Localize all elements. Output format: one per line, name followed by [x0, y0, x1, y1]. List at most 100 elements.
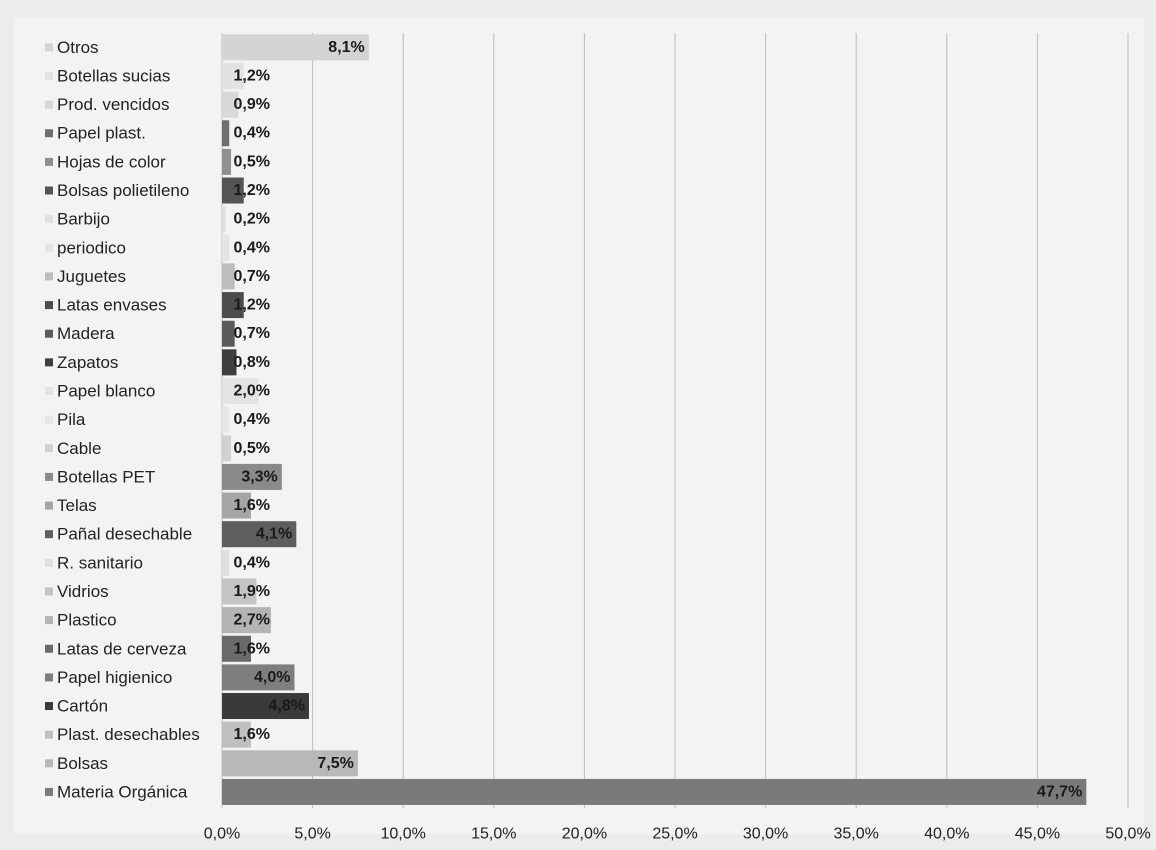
bar-hojas-de-color	[222, 148, 232, 175]
value-label-papel-blanco: 2,0%	[234, 383, 270, 400]
bar-papel-blanco	[222, 378, 259, 404]
legend-marker-barbijo	[45, 215, 53, 224]
legend-marker-telas	[45, 501, 53, 510]
value-label-bolsas-polietileno: 1,2%	[234, 182, 270, 199]
category-label-panal-desechable: Pañal desechable	[57, 525, 192, 544]
x-tick-label-3: 15,0%	[471, 826, 516, 843]
x-tick-label-2: 10,0%	[381, 826, 426, 843]
legend-marker-bolsas	[45, 759, 53, 768]
legend-marker-zapatos	[45, 358, 53, 367]
bar-zapatos	[222, 349, 237, 376]
bar-panal-desechable	[222, 521, 297, 548]
legend-marker-periodico	[45, 243, 53, 252]
x-axis: 0,0% 5,0% 10,0% 15,0% 20,0% 25,0% 30,0% 35,0% 40…	[204, 826, 1151, 843]
value-label-plastico: 2,7%	[234, 612, 270, 629]
bar-plast-desechables	[222, 721, 251, 748]
bar-barbijo	[222, 206, 226, 233]
category-label-papel-plast: Papel plast.	[57, 124, 146, 143]
x-tick-label-7: 35,0%	[834, 826, 879, 843]
bar-materia-organica	[222, 778, 1087, 805]
x-tick-label-5: 25,0%	[652, 826, 697, 843]
value-label-materia-organica: 47,7%	[1037, 783, 1082, 800]
value-label-latas-de-cerveza: 1,6%	[234, 640, 270, 657]
legend-marker-r-sanitario	[45, 558, 53, 567]
bar-papel-higienico	[222, 664, 295, 691]
bar-madera	[222, 320, 235, 347]
value-label-botellas-pet: 3,3%	[241, 468, 277, 485]
legend-marker-plast-desechables	[45, 730, 53, 739]
legend-marker-latas-de-cerveza	[45, 644, 53, 653]
x-tick-label-9: 45,0%	[1015, 826, 1060, 843]
legend-marker-panal-desechable	[45, 530, 53, 539]
value-label-cable: 0,5%	[234, 440, 270, 457]
legend-marker-latas-envases	[45, 301, 53, 310]
category-legend: Otros Botellas sucias Prod. vencidos Papel …	[45, 38, 200, 801]
bar-bolsas	[222, 750, 358, 777]
data-labels: 8,1% 1,2% 0,9% 0,4% 0,5% 1,2% 0,2% 0,4% 0,7% 1,2%…	[234, 39, 1083, 801]
legend-marker-botellas-pet	[45, 472, 53, 481]
value-label-zapatos: 0,8%	[234, 354, 270, 371]
category-label-botellas-pet: Botellas PET	[57, 467, 155, 486]
category-label-latas-envases: Latas envases	[57, 296, 167, 315]
bar-botellas-pet	[222, 463, 282, 490]
plot-panel	[14, 18, 1144, 834]
legend-marker-vidrios	[45, 587, 53, 596]
legend-marker-cable	[45, 444, 53, 453]
bar-otros	[222, 34, 369, 61]
bar-pila	[222, 406, 230, 433]
x-tick-label-4: 20,0%	[562, 826, 607, 843]
legend-marker-hojas-de-color	[45, 157, 53, 166]
category-label-hojas-de-color: Hojas de color	[57, 152, 166, 171]
legend-marker-pila	[45, 415, 53, 424]
category-label-telas: Telas	[57, 496, 97, 515]
legend-marker-papel-plast	[45, 129, 53, 138]
category-label-periodico: periodico	[57, 238, 126, 257]
category-label-r-sanitario: R. sanitario	[57, 553, 143, 572]
bar-carton	[222, 693, 309, 720]
category-label-latas-de-cerveza: Latas de cerveza	[57, 639, 187, 658]
x-tick-label-10: 50,0%	[1105, 826, 1150, 843]
category-label-otros: Otros	[57, 38, 99, 57]
category-label-juguetes: Juguetes	[57, 267, 126, 286]
legend-marker-otros	[45, 43, 53, 52]
category-label-cable: Cable	[57, 439, 101, 458]
value-label-latas-envases: 1,2%	[234, 297, 270, 314]
legend-marker-papel-higienico	[45, 673, 53, 682]
category-label-papel-blanco: Papel blanco	[57, 382, 155, 401]
bars	[222, 34, 1087, 805]
bar-telas	[222, 492, 251, 519]
value-label-madera: 0,7%	[234, 325, 270, 342]
value-label-periodico: 0,4%	[234, 239, 270, 256]
category-label-plastico: Plastico	[57, 611, 117, 630]
value-label-barbijo: 0,2%	[234, 211, 270, 228]
bar-cable	[222, 435, 232, 462]
legend-marker-botellas-sucias	[45, 71, 53, 80]
bar-periodico	[222, 234, 230, 261]
bar-prod-vencidos	[222, 91, 239, 118]
bar-r-sanitario	[222, 549, 230, 576]
value-label-prod-vencidos: 0,9%	[234, 96, 270, 113]
value-label-bolsas: 7,5%	[317, 755, 353, 772]
category-label-madera: Madera	[57, 324, 115, 343]
bar-latas-envases	[222, 292, 244, 319]
category-label-vidrios: Vidrios	[57, 582, 109, 601]
legend-marker-juguetes	[45, 272, 53, 281]
value-label-telas: 1,6%	[234, 497, 270, 514]
legend-marker-plastico	[45, 616, 53, 625]
legend-marker-materia-organica	[45, 787, 53, 796]
x-tick-label-6: 30,0%	[743, 826, 788, 843]
category-label-pila: Pila	[57, 410, 86, 429]
value-label-carton: 4,8%	[269, 698, 305, 715]
value-label-r-sanitario: 0,4%	[234, 554, 270, 571]
category-label-zapatos: Zapatos	[57, 353, 118, 372]
legend-marker-carton	[45, 702, 53, 711]
category-label-botellas-sucias: Botellas sucias	[57, 66, 170, 85]
legend-marker-bolsas-polietileno	[45, 186, 53, 195]
legend-marker-prod-vencidos	[45, 100, 53, 109]
value-label-papel-plast: 0,4%	[234, 125, 270, 142]
bar-botellas-sucias	[222, 62, 244, 89]
grid-lines	[221, 33, 1129, 808]
bar-juguetes	[222, 263, 235, 290]
bar-plastico	[222, 607, 271, 634]
